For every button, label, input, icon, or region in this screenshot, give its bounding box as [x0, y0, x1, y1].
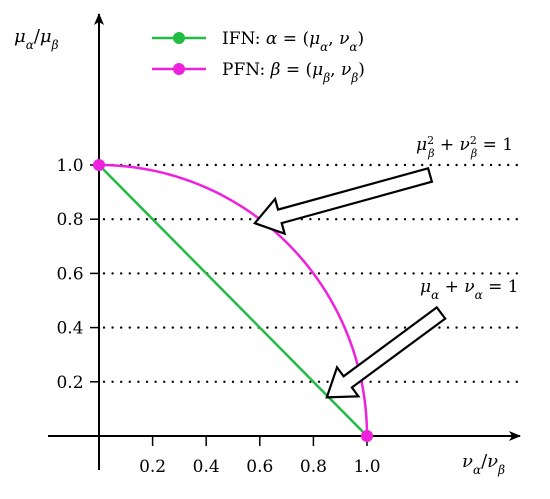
math-var: μ [309, 29, 320, 49]
math-var: β [270, 60, 281, 80]
ticks: 0.2 0.4 0.6 0.8 1.0 0.2 0.4 0.6 0.8 1.0 [56, 156, 380, 477]
y-tick-label: 0.6 [56, 264, 83, 284]
slash: / [481, 451, 488, 472]
op: = ( [280, 60, 312, 80]
math-var: ν [339, 29, 349, 49]
y-tick-label: 0.4 [56, 319, 83, 339]
y-tick-label: 0.8 [56, 210, 83, 230]
legend-ifn-marker [173, 32, 185, 44]
endpoint-marker [361, 430, 373, 442]
op: , [330, 60, 341, 80]
subscript: α [349, 40, 357, 54]
series-line-ifn [98, 164, 368, 437]
annotation-arrow-pfn [252, 166, 434, 236]
subscript: β [322, 71, 330, 85]
superscript: 2 [427, 134, 434, 147]
op: ) [358, 60, 365, 80]
subscript: α [473, 463, 481, 477]
legend-pfn-label: PFN: β = (μβ, νβ) [222, 60, 365, 85]
subscript: α [475, 288, 483, 302]
x-tick-label: 0.4 [193, 457, 220, 477]
math-var: ν [341, 60, 351, 80]
math-var: μ [420, 277, 431, 297]
op: = 1 [477, 135, 513, 155]
annotation-text-pfn: μ2 β + ν2 β = 1 [416, 134, 513, 160]
y-tick-label: 0.2 [56, 373, 83, 393]
x-tick-label: 0.6 [246, 457, 273, 477]
annotation-text-ifn: μα + να = 1 [420, 277, 519, 302]
subscript: α [320, 40, 328, 54]
superscript: 2 [470, 134, 477, 147]
math-var: ν [464, 277, 474, 297]
annotations: μ2 β + ν2 β = 1μα + να = 1 [252, 134, 519, 399]
subscript: β [470, 147, 477, 160]
op: + [439, 277, 464, 297]
subscript: β [51, 38, 59, 52]
subscript: β [427, 147, 434, 160]
x-tick-label: 0.8 [300, 457, 327, 477]
subscript: α [431, 288, 439, 302]
legend: IFN: α = (μα, να)PFN: β = (μβ, νβ) [152, 29, 365, 85]
annotation-arrow-ifn [325, 305, 447, 399]
op: = ( [277, 29, 309, 49]
math-var: μ [40, 26, 52, 47]
legend-prefix: PFN: [222, 60, 271, 80]
legend-prefix: IFN: [222, 29, 266, 49]
legend-pfn-marker [173, 63, 185, 75]
subscript: α [26, 38, 34, 52]
math-var: ν [459, 135, 469, 155]
math-var: μ [312, 60, 323, 80]
y-tick-label: 1.0 [56, 156, 83, 176]
op: = 1 [483, 277, 519, 297]
math-var: μ [14, 26, 26, 47]
op: , [328, 29, 339, 49]
math-var: α [266, 29, 278, 49]
math-var: ν [487, 451, 498, 472]
subscript: β [350, 71, 358, 85]
grid-lines [102, 163, 522, 383]
slash: / [34, 26, 41, 47]
math-var: μ [416, 135, 427, 155]
subscript: β [497, 463, 505, 477]
legend-ifn-label: IFN: α = (μα, να) [222, 29, 364, 54]
x-tick-label: 0.2 [139, 457, 166, 477]
y-axis-label: μα/μβ [14, 26, 59, 52]
op: + [434, 135, 459, 155]
axes [48, 13, 521, 470]
op: ) [358, 29, 365, 49]
x-axis-label: να/νβ [462, 451, 505, 477]
x-tick-label: 1.0 [353, 457, 380, 477]
endpoint-marker [93, 159, 105, 171]
math-var: ν [462, 451, 473, 472]
